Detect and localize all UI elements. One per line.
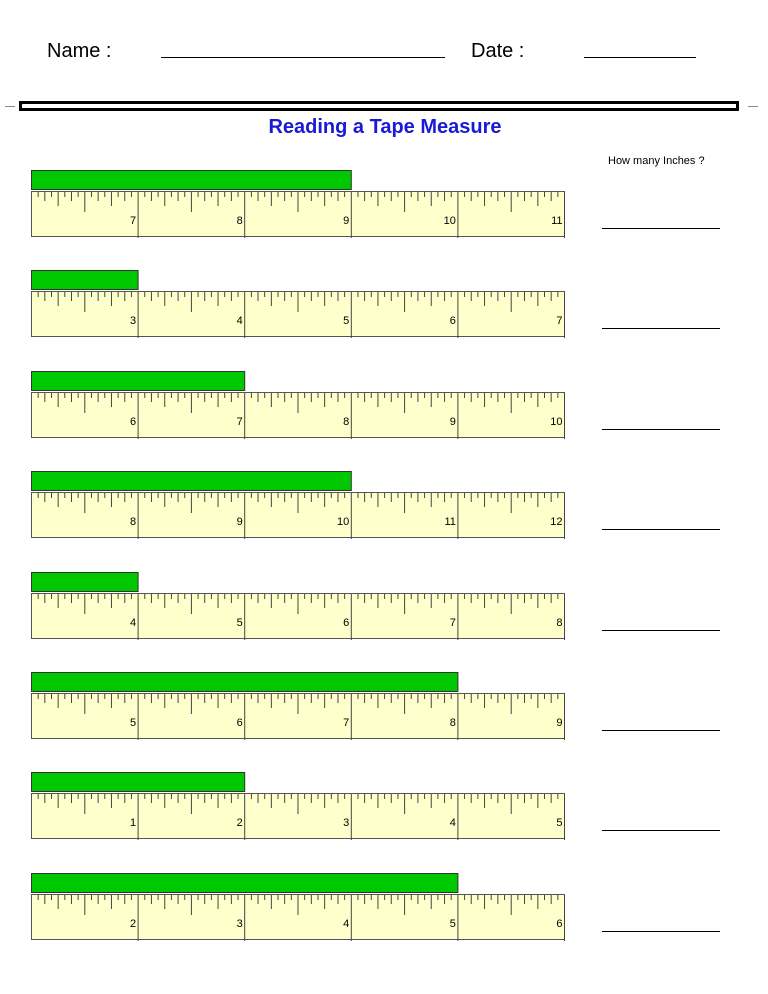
divider-dash-right (748, 106, 758, 107)
ruler-label: 4 (130, 617, 136, 629)
ruler-question-5: 4 5 6 7 8 (0, 571, 768, 642)
tape-measure: 4 5 6 7 8 (31, 571, 565, 640)
ruler-label: 6 (343, 617, 349, 629)
tape-measure: 2 3 4 5 6 (31, 872, 565, 941)
measured-bar (31, 170, 352, 190)
ruler-label: 7 (130, 215, 136, 227)
ruler-label: 5 (130, 717, 136, 729)
answer-line[interactable] (602, 830, 720, 832)
ruler-label: 4 (450, 817, 456, 829)
answer-line[interactable] (602, 730, 720, 731)
header-divider (19, 101, 739, 111)
ruler-label: 12 (550, 516, 562, 528)
ruler-question-7: 1 2 3 4 5 (0, 772, 768, 842)
tape-measure: 7 8 9 10 11 (31, 170, 565, 238)
ruler-label: 5 (343, 315, 349, 327)
ruler-label: 8 (343, 416, 349, 428)
answer-line[interactable] (602, 529, 720, 531)
date-label: Date : (471, 40, 525, 62)
ruler-label: 9 (343, 215, 349, 227)
answer-line[interactable] (602, 930, 720, 932)
ruler-label: 7 (450, 617, 456, 629)
name-field[interactable] (161, 57, 445, 58)
measured-bar (31, 571, 139, 592)
answer-line[interactable] (602, 228, 720, 229)
tape-measure: 8 9 10 11 12 (31, 471, 565, 540)
ruler-label: 3 (130, 315, 136, 327)
ruler-label: 5 (556, 817, 562, 829)
ruler-label: 4 (343, 918, 349, 930)
tape-measure: 1 2 3 4 5 (31, 772, 565, 841)
page-title: Reading a Tape Measure (0, 116, 768, 139)
measured-bar (31, 872, 459, 893)
ruler-label: 5 (237, 617, 243, 629)
answer-line[interactable] (602, 629, 720, 631)
answer-line[interactable] (602, 428, 720, 430)
question-label: How many Inches ? (608, 155, 705, 167)
ruler-label: 5 (450, 918, 456, 930)
ruler-label: 11 (551, 215, 562, 227)
name-label: Name : (47, 40, 112, 62)
ruler-label: 6 (130, 416, 136, 428)
ruler-label: 3 (343, 817, 349, 829)
ruler-label: 4 (237, 315, 243, 327)
ruler-label: 7 (556, 315, 562, 327)
ruler-question-1: 7 8 9 10 11 (0, 170, 768, 240)
date-field[interactable] (584, 57, 696, 58)
ruler-label: 2 (130, 918, 136, 930)
ruler-label: 8 (556, 617, 562, 629)
tape-measure: 6 7 8 9 10 (31, 370, 565, 439)
divider-dash-left (5, 106, 15, 107)
ruler-label: 8 (130, 516, 136, 528)
ruler-question-3: 6 7 8 9 10 (0, 370, 768, 441)
tape-measure: 5 6 7 8 9 (31, 672, 565, 740)
ruler-label: 6 (237, 717, 243, 729)
measured-bar (31, 772, 246, 793)
measured-bar (31, 270, 139, 291)
answer-line[interactable] (602, 328, 720, 330)
ruler-question-6: 5 6 7 8 9 (0, 672, 768, 742)
measured-bar (31, 471, 352, 492)
ruler-label: 9 (237, 516, 243, 528)
ruler-question-4: 8 9 10 11 12 (0, 471, 768, 541)
ruler-label: 7 (343, 717, 349, 729)
ruler-label: 3 (237, 918, 243, 930)
ruler-label: 10 (444, 215, 456, 227)
ruler-label: 6 (450, 315, 456, 327)
ruler-question-8: 2 3 4 5 6 (0, 872, 768, 943)
measured-bar (31, 672, 459, 692)
ruler-label: 10 (550, 416, 562, 428)
ruler-label: 10 (337, 516, 349, 528)
ruler-label: 11 (444, 516, 455, 528)
ruler-question-2: 3 4 5 6 7 (0, 270, 768, 340)
ruler-label: 2 (237, 817, 243, 829)
ruler-label: 6 (556, 918, 562, 930)
ruler-label: 7 (237, 416, 243, 428)
measured-bar (31, 370, 246, 391)
ruler-label: 9 (450, 416, 456, 428)
ruler-label: 9 (556, 717, 562, 729)
tape-measure: 3 4 5 6 7 (31, 270, 565, 339)
page-title-text: Reading a Tape Measure (268, 116, 502, 138)
ruler-label: 1 (130, 817, 136, 829)
ruler-label: 8 (450, 717, 456, 729)
ruler-label: 8 (237, 215, 243, 227)
